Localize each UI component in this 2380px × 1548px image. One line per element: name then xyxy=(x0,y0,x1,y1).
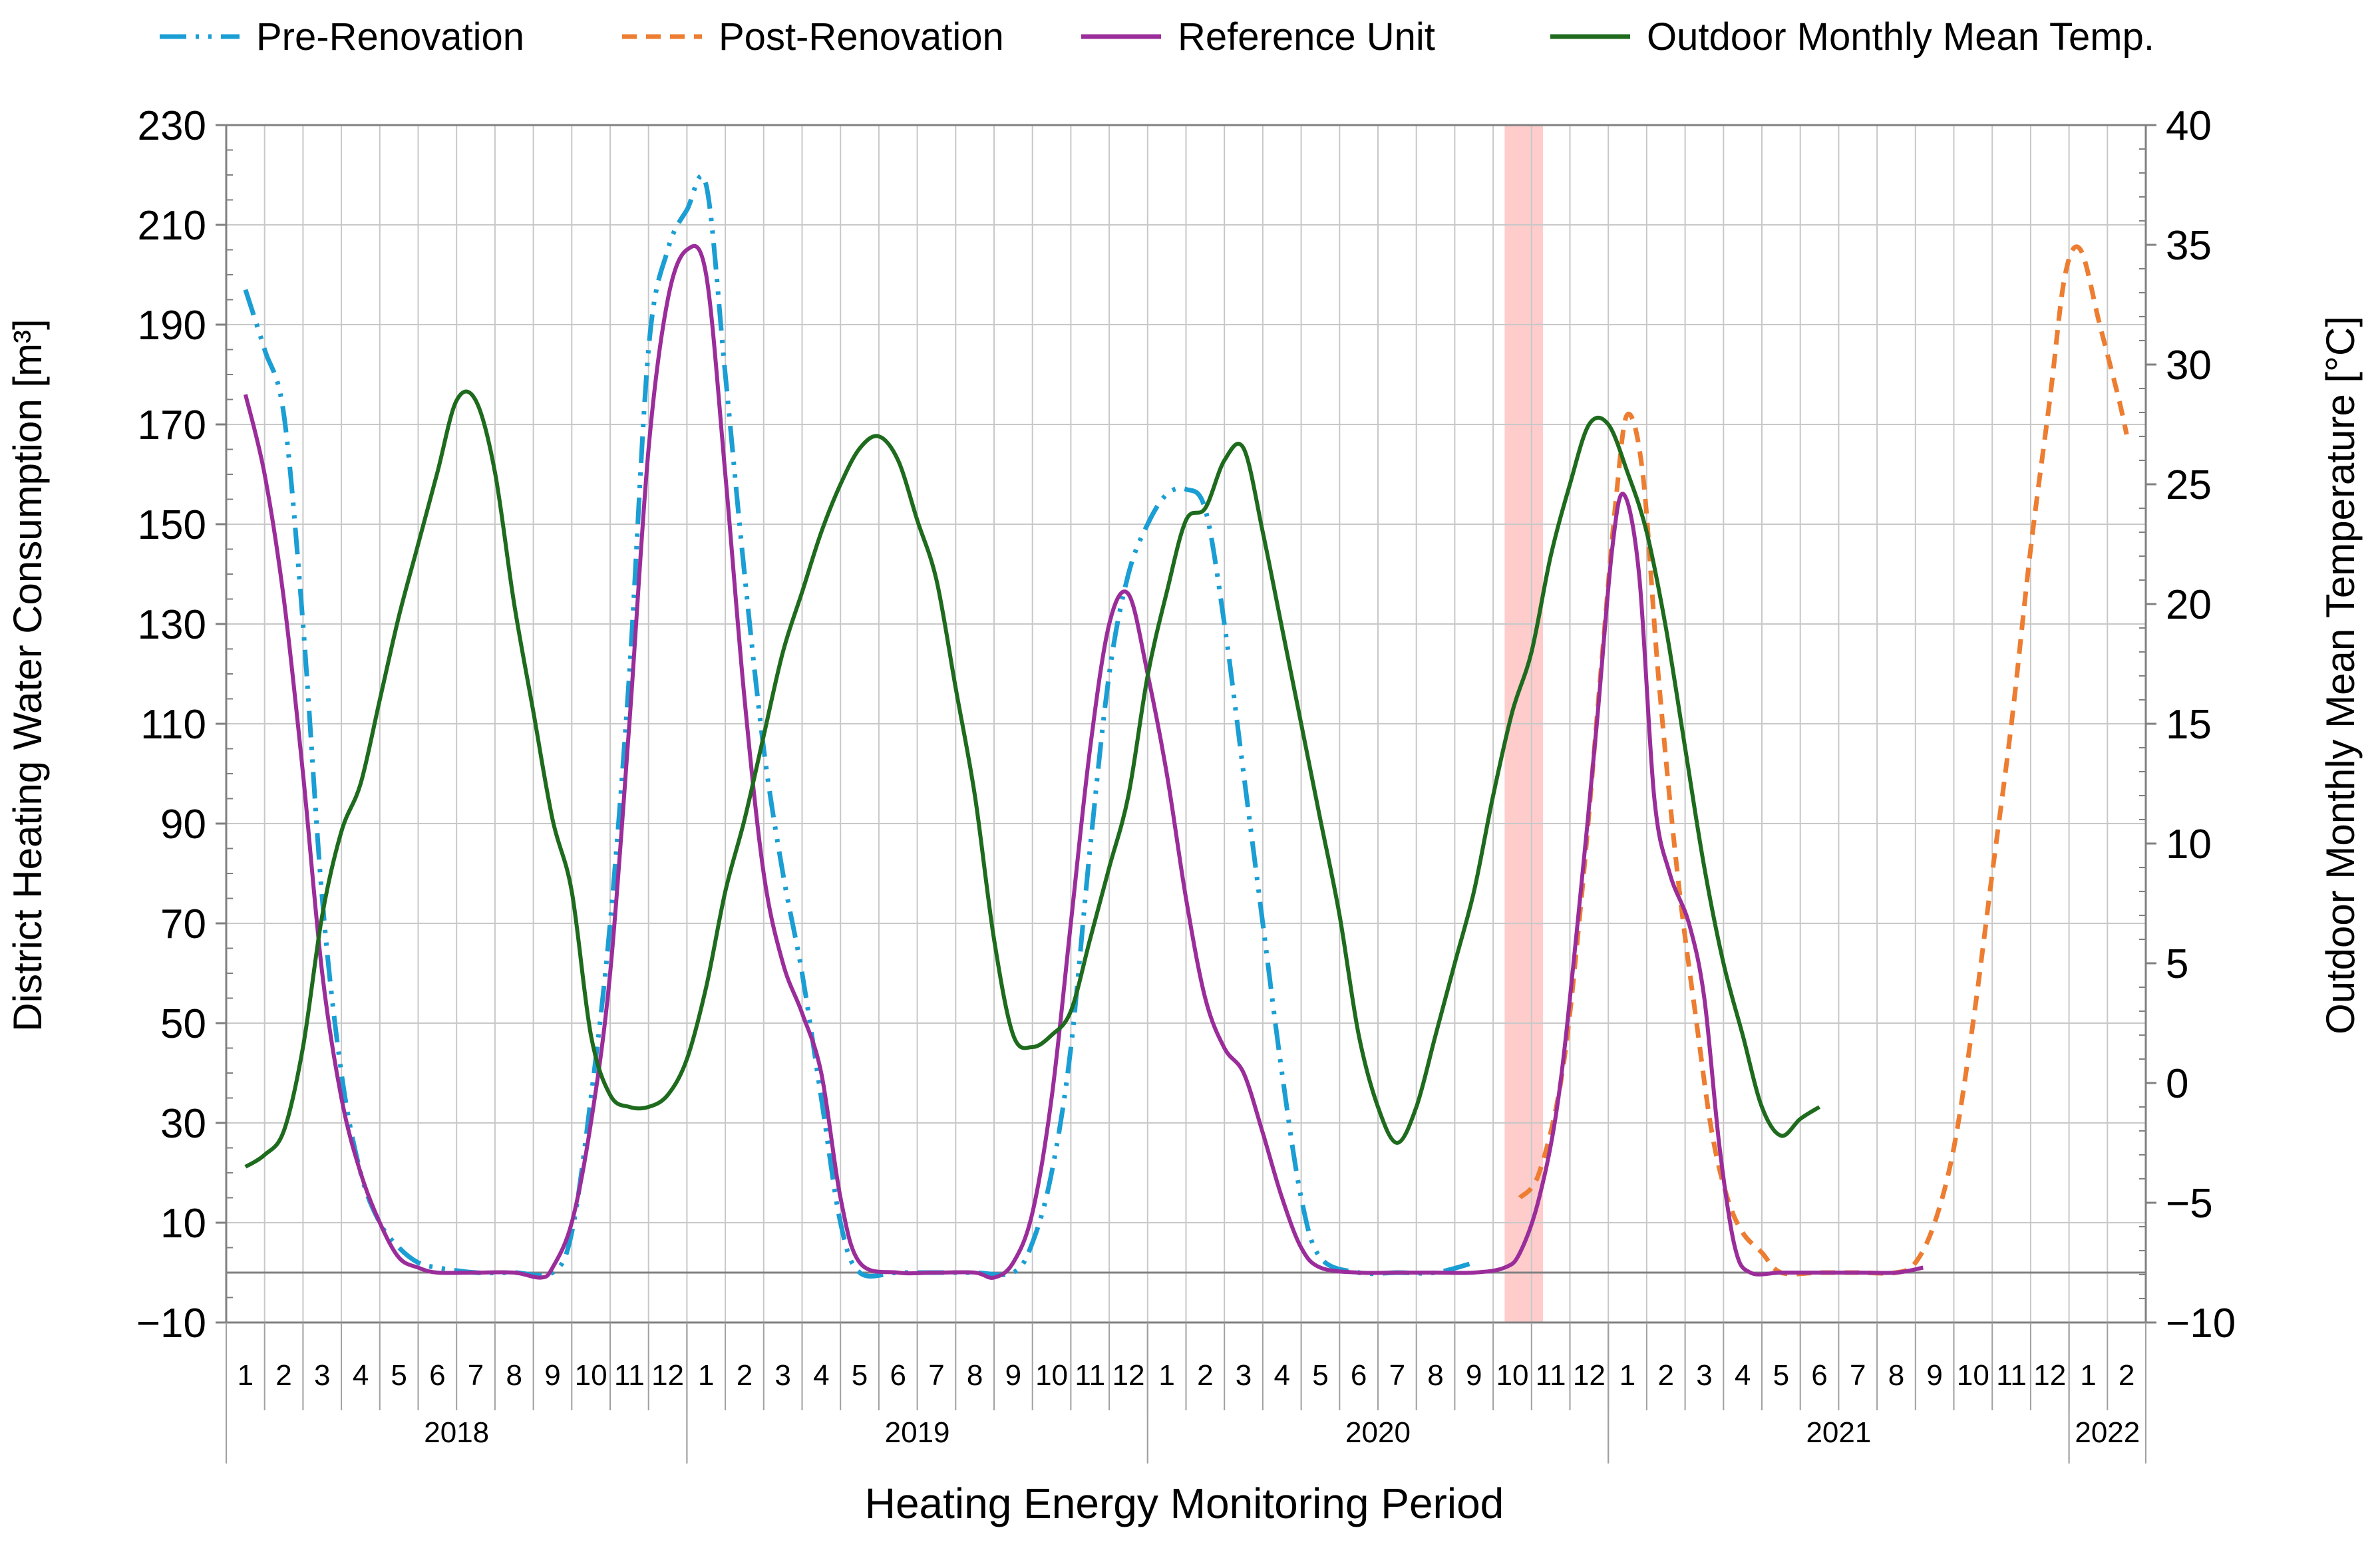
y2-tick-label: −5 xyxy=(2166,1181,2213,1227)
month-label: 8 xyxy=(506,1359,522,1392)
month-label: 12 xyxy=(1573,1359,1606,1392)
month-label: 3 xyxy=(314,1359,330,1392)
month-label: 7 xyxy=(928,1359,944,1392)
month-label: 3 xyxy=(1236,1359,1252,1392)
x-axis-title: Heating Energy Monitoring Period xyxy=(865,1479,1504,1527)
y-axis-title: District Heating Water Consumption [m³] xyxy=(5,319,50,1031)
month-label: 7 xyxy=(1389,1359,1405,1392)
y-tick-label: 110 xyxy=(140,702,206,748)
legend-label: Pre-Renovation xyxy=(256,15,524,59)
month-label: 2 xyxy=(2119,1359,2134,1392)
month-label: 6 xyxy=(429,1359,445,1392)
month-label: 11 xyxy=(1536,1359,1566,1392)
month-label: 1 xyxy=(2080,1359,2096,1392)
month-label: 8 xyxy=(967,1359,983,1392)
y2-tick-label: −10 xyxy=(2166,1301,2236,1346)
y2-tick-label: 35 xyxy=(2166,223,2212,269)
month-label: 2 xyxy=(737,1359,753,1392)
month-label: 2 xyxy=(1658,1359,1674,1392)
month-label: 11 xyxy=(614,1359,645,1392)
legend-label: Outdoor Monthly Mean Temp. xyxy=(1647,15,2154,59)
y2-tick-label: 20 xyxy=(2166,582,2212,628)
month-label: 8 xyxy=(1888,1359,1904,1392)
month-label: 4 xyxy=(1274,1359,1290,1392)
y2-tick-label: 0 xyxy=(2166,1061,2188,1107)
month-label: 9 xyxy=(1466,1359,1482,1392)
month-label: 5 xyxy=(391,1359,407,1392)
month-label: 10 xyxy=(575,1359,607,1392)
y2-tick-label: 40 xyxy=(2166,103,2212,149)
series-line-pre-renovation xyxy=(243,173,1475,1279)
year-label: 2019 xyxy=(885,1416,950,1449)
y-tick-label: 170 xyxy=(138,402,206,448)
series-line-reference-unit xyxy=(243,243,1924,1280)
y-tick-label: 210 xyxy=(138,203,206,249)
y-tick-label: 30 xyxy=(160,1101,206,1147)
month-label: 11 xyxy=(1075,1359,1105,1392)
y-tick-label: 50 xyxy=(160,1001,206,1047)
month-label: 12 xyxy=(651,1359,684,1392)
y-tick-label: 90 xyxy=(160,802,206,848)
month-label: 10 xyxy=(1496,1359,1528,1392)
grid xyxy=(226,124,2146,1323)
month-label: 4 xyxy=(813,1359,829,1392)
series-layer xyxy=(243,173,2129,1280)
month-label: 3 xyxy=(1696,1359,1712,1392)
month-label: 12 xyxy=(2033,1359,2066,1392)
month-label: 11 xyxy=(1996,1359,2027,1392)
legend-label: Reference Unit xyxy=(1178,15,1435,59)
y-tick-label: 190 xyxy=(138,303,206,349)
month-label: 1 xyxy=(238,1359,254,1392)
y-tick-label: −10 xyxy=(136,1301,206,1346)
y2-tick-label: 10 xyxy=(2166,822,2212,867)
month-label: 5 xyxy=(852,1359,868,1392)
y2-axis-title: Outdoor Monthly Mean Temperature [°C] xyxy=(2318,316,2363,1034)
y-tick-label: 130 xyxy=(138,602,206,648)
month-label: 6 xyxy=(890,1359,906,1392)
month-label: 3 xyxy=(774,1359,790,1392)
series-line-post-renovation xyxy=(1518,244,2129,1277)
month-label: 2 xyxy=(275,1359,291,1392)
year-label: 2020 xyxy=(1345,1416,1411,1449)
month-label: 5 xyxy=(1773,1359,1789,1392)
series-line-outdoor-monthly-mean-temp xyxy=(244,389,1821,1169)
month-label: 6 xyxy=(1811,1359,1827,1392)
month-label: 4 xyxy=(1735,1359,1751,1392)
legend: Pre-Renovation Post-Renovation Reference U… xyxy=(160,15,2154,59)
month-label: 6 xyxy=(1351,1359,1367,1392)
y2-tick-label: 5 xyxy=(2166,941,2188,987)
month-label: 1 xyxy=(1158,1359,1174,1392)
year-label: 2022 xyxy=(2075,1416,2140,1449)
month-label: 10 xyxy=(1035,1359,1068,1392)
month-label: 1 xyxy=(698,1359,714,1392)
y2-tick-label: 30 xyxy=(2166,343,2212,388)
month-label: 12 xyxy=(1112,1359,1144,1392)
legend-label: Post-Renovation xyxy=(719,15,1004,59)
month-label: 5 xyxy=(1312,1359,1328,1392)
year-label: 2018 xyxy=(424,1416,489,1449)
year-label: 2021 xyxy=(1806,1416,1871,1449)
y-tick-label: 150 xyxy=(138,502,206,548)
month-label: 2 xyxy=(1197,1359,1213,1392)
month-label: 7 xyxy=(468,1359,484,1392)
y2-tick-label: 15 xyxy=(2166,702,2212,748)
month-label: 9 xyxy=(544,1359,560,1392)
y-tick-label: 230 xyxy=(138,103,206,149)
month-label: 10 xyxy=(1957,1359,1989,1392)
month-label: 1 xyxy=(1619,1359,1635,1392)
axes: 2302101901701501301109070503010−10403530… xyxy=(136,103,2236,1464)
month-label: 4 xyxy=(353,1359,369,1392)
y-tick-label: 70 xyxy=(160,901,206,947)
month-label: 7 xyxy=(1850,1359,1866,1392)
month-label: 8 xyxy=(1427,1359,1443,1392)
month-label: 9 xyxy=(1926,1359,1942,1392)
y2-tick-label: 25 xyxy=(2166,462,2212,508)
y-tick-label: 10 xyxy=(160,1201,206,1247)
month-label: 9 xyxy=(1005,1359,1021,1392)
